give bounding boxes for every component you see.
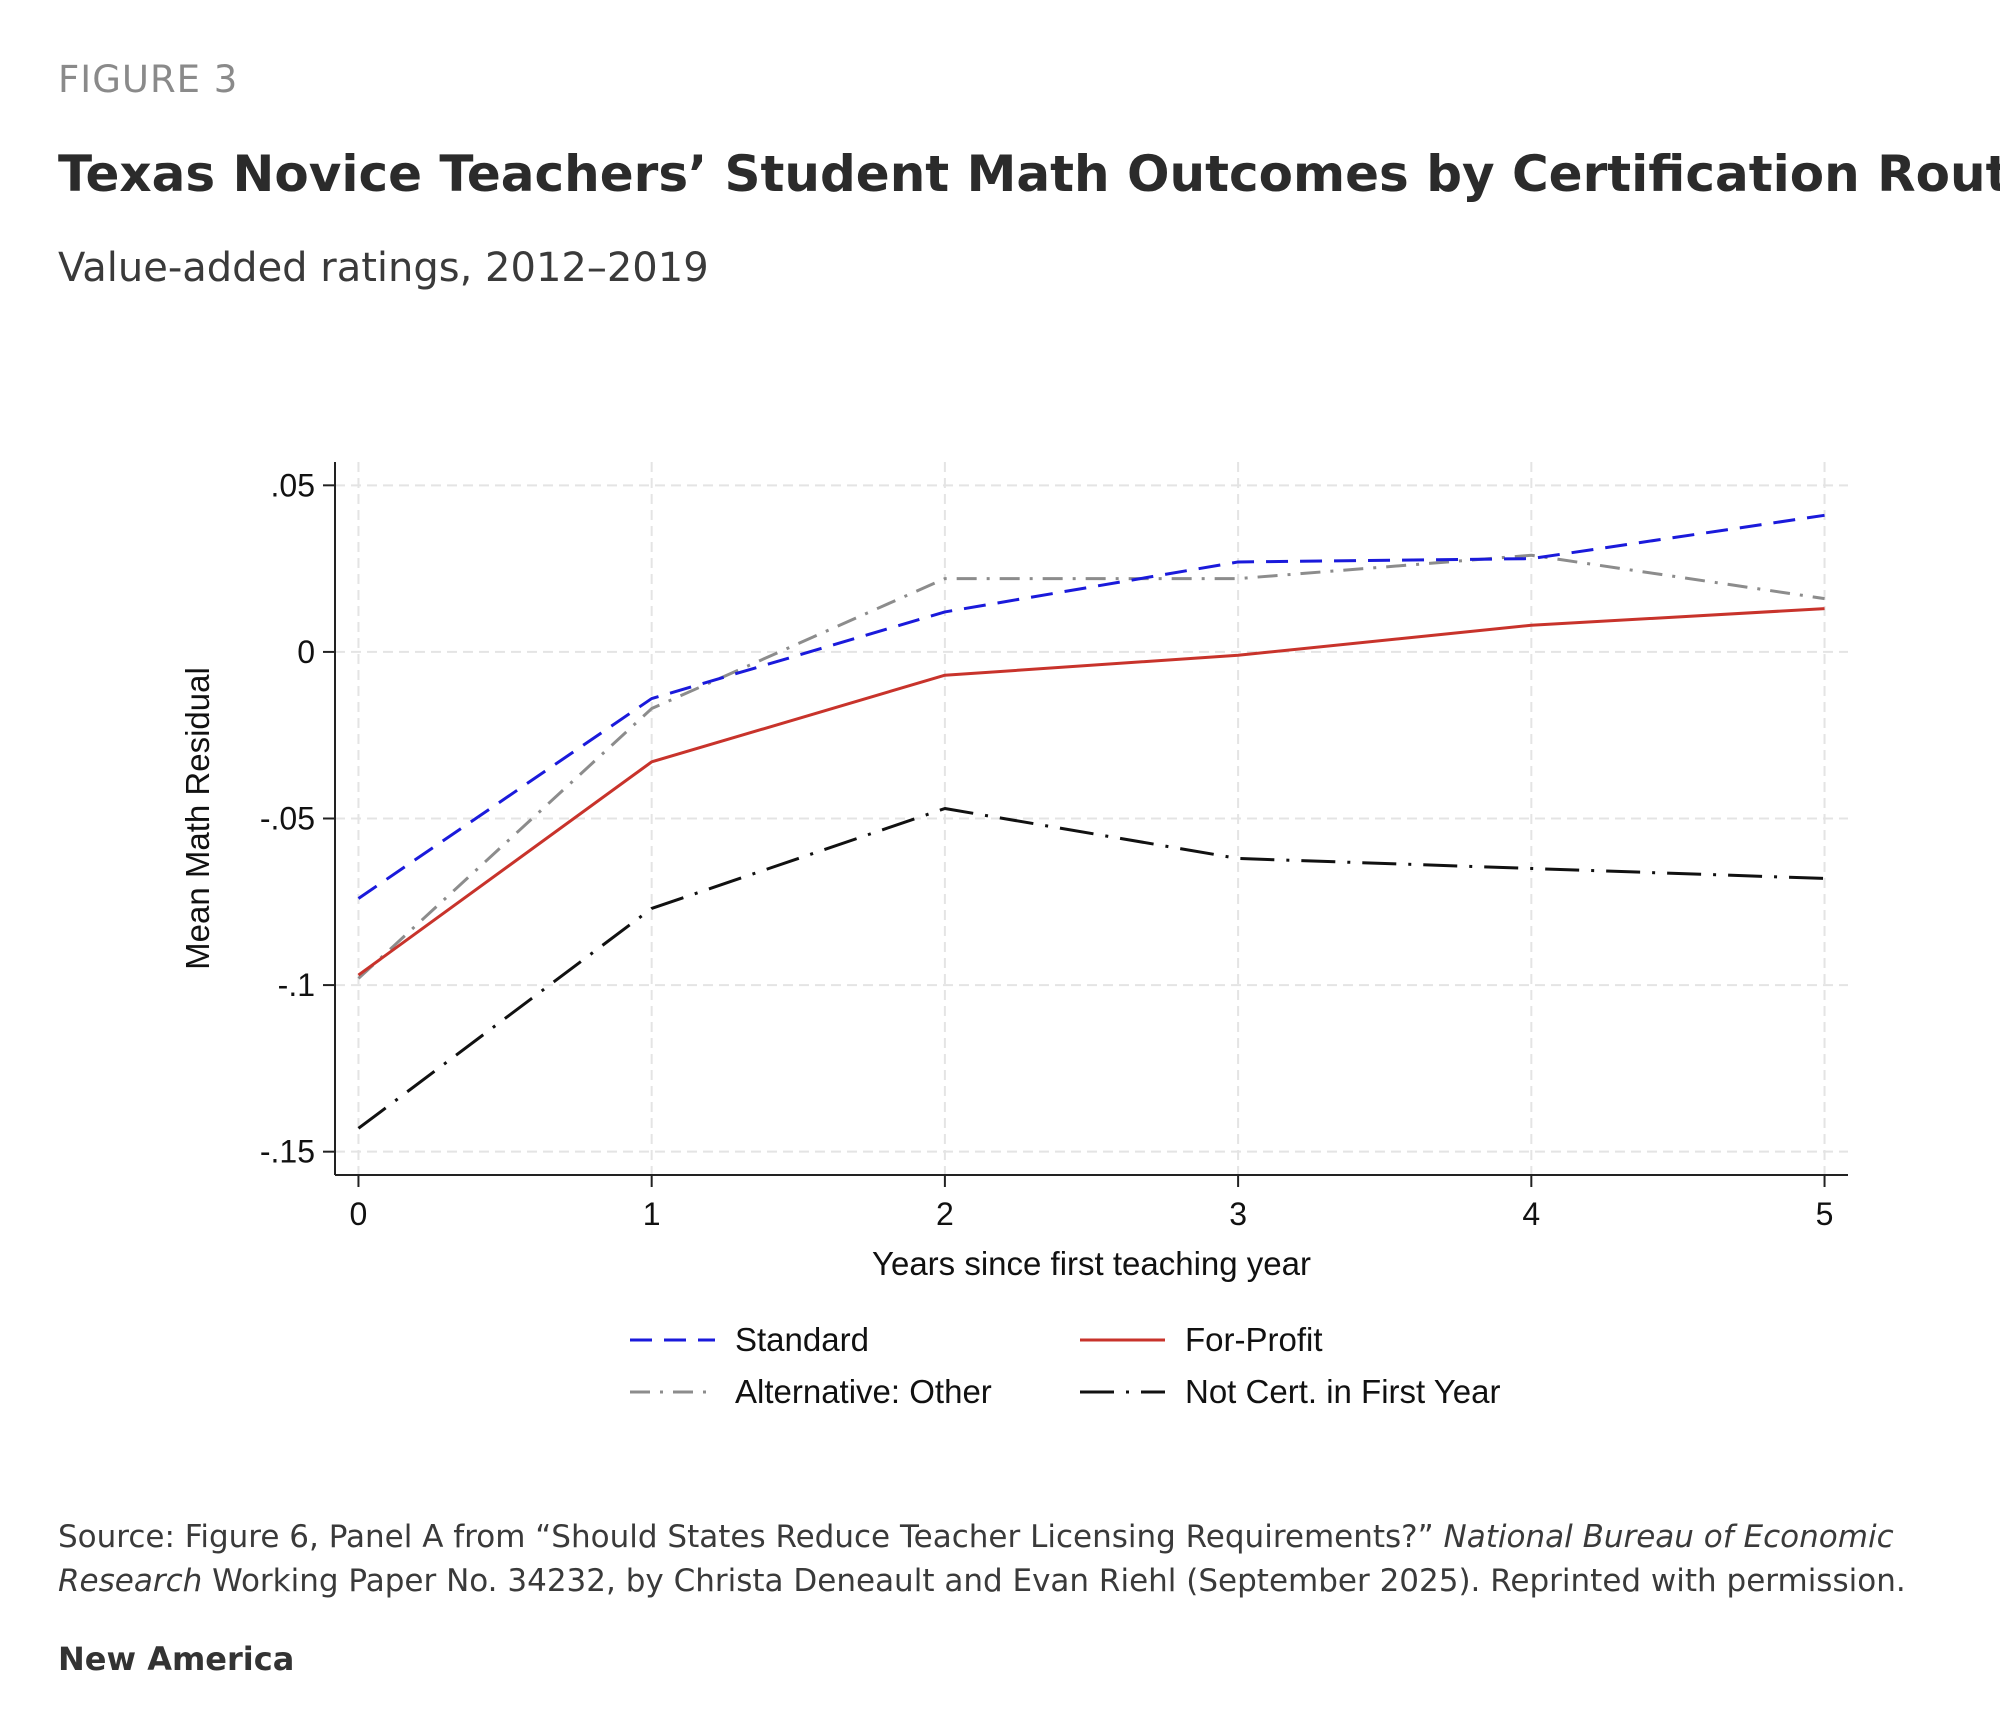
x-tick-label: 1 (643, 1196, 661, 1232)
source-prefix: Source: Figure 6, Panel A from “Should S… (58, 1519, 1444, 1555)
y-axis-title: Mean Math Residual (179, 667, 216, 970)
series-line-not-cert-in-first-year (357, 807, 1825, 1130)
x-tick-label: 3 (1229, 1196, 1247, 1232)
y-tick-label: 0 (297, 634, 315, 670)
y-tick-label: -.15 (260, 1134, 315, 1170)
legend-label-for-profit: For-Profit (1185, 1321, 1323, 1358)
x-tick-label: 4 (1522, 1196, 1540, 1232)
legend-label-standard: Standard (735, 1321, 869, 1358)
chart-title: Texas Novice Teachers’ Student Math Outc… (58, 145, 2000, 203)
figure-label: FIGURE 3 (58, 58, 239, 101)
axis-labels: .05 0 -.05 -.1 -.15 0 1 2 3 4 5 Years since first t… (179, 467, 1833, 1282)
axes (323, 462, 1848, 1187)
x-axis-title: Years since first teaching year (872, 1245, 1311, 1282)
line-chart: .05 0 -.05 -.1 -.15 0 1 2 3 4 5 Years since first t… (179, 462, 1848, 1410)
series-line-alternative-other (357, 553, 1825, 980)
legend-label-alternative-other: Alternative: Other (735, 1373, 992, 1410)
grid-lines (335, 462, 1848, 1175)
y-tick-label: -.1 (278, 967, 315, 1003)
chart-subtitle: Value-added ratings, 2012–2019 (58, 245, 709, 291)
y-tick-label: -.05 (260, 801, 315, 837)
publisher-name: New America (58, 1640, 295, 1678)
source-suffix: Working Paper No. 34232, by Christa Dene… (202, 1563, 1906, 1599)
x-tick-label: 0 (350, 1196, 368, 1232)
source-italic: National Bureau of Economic Research (58, 1519, 1894, 1599)
x-tick-label: 5 (1816, 1196, 1834, 1232)
legend-label-not-cert-in-first-year: Not Cert. in First Year (1185, 1373, 1500, 1410)
series-lines (357, 513, 1825, 1130)
series-line-for-profit (357, 607, 1825, 977)
series-line-standard (357, 513, 1825, 900)
source-note: Source: Figure 6, Panel A from “Should S… (58, 1515, 1958, 1603)
y-tick-label: .05 (271, 467, 315, 503)
legend: Standard For-Profit Alternative: Other Not … (630, 1321, 1500, 1410)
x-tick-label: 2 (936, 1196, 954, 1232)
